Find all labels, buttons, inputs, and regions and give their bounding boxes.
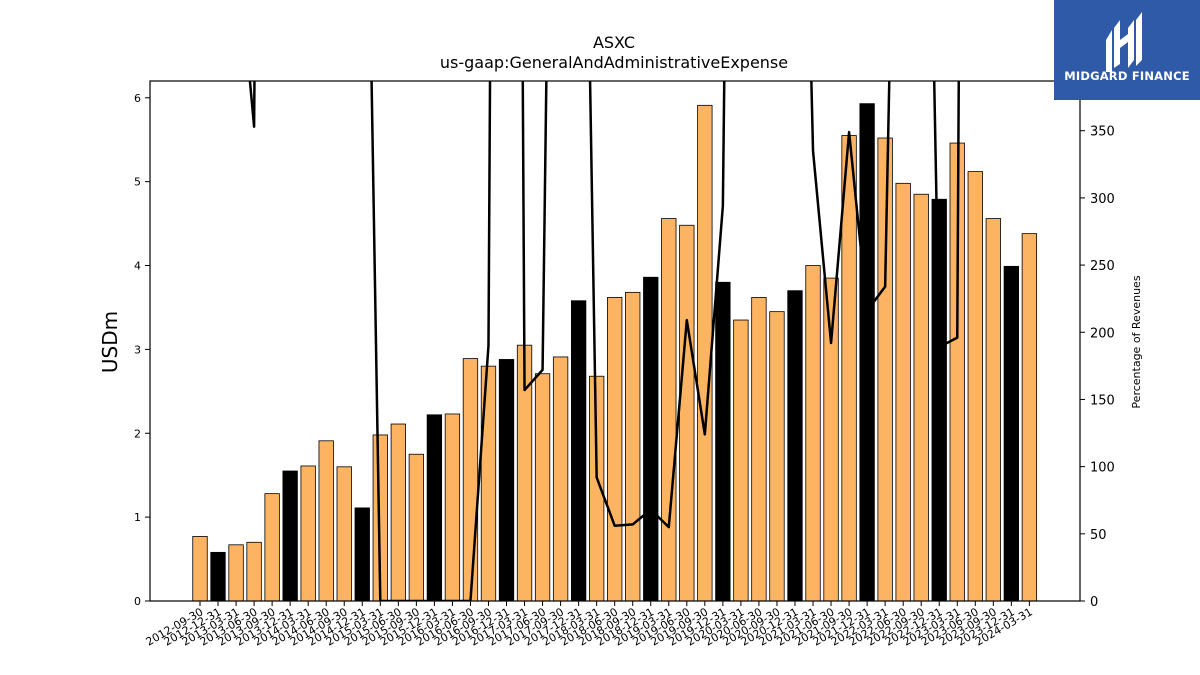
bar-2013-06-30: [246, 541, 262, 602]
y2-tick-label: 300: [1090, 192, 1115, 207]
percentage-line: [248, 81, 961, 601]
line-layer: [248, 81, 961, 601]
y2-tick-label: 0: [1090, 595, 1098, 610]
bar-2022-12-31: [931, 198, 947, 602]
bar-2020-03-31: [733, 319, 749, 602]
bar-2016-06-30: [462, 358, 479, 602]
bar-2022-09-30: [913, 193, 929, 602]
bar-2015-09-30: [408, 453, 425, 602]
bar-2021-12-31: [859, 103, 875, 602]
bar-2023-12-31: [1003, 265, 1019, 602]
bar-2019-12-31: [715, 281, 731, 602]
bar-2017-06-30: [534, 373, 551, 602]
bar-2024-03-31: [1021, 233, 1038, 602]
y2-axis-ticks: 0 50 100 150 200 250 300 350: [1080, 125, 1115, 610]
x-axis-ticks: 2012-09-302012-12-312013-03-312013-06-30…: [144, 601, 1035, 649]
bar-2017-09-30: [552, 356, 569, 602]
bar-2023-06-30: [967, 171, 983, 602]
bar-2016-12-31: [498, 359, 515, 602]
bar-2013-09-30: [264, 493, 280, 602]
bar-2022-03-31: [877, 137, 893, 602]
y-tick-label: 5: [134, 176, 141, 189]
y2-tick-label: 250: [1090, 259, 1115, 274]
chart-title: ASXC: [593, 33, 635, 52]
y-tick-label: 6: [134, 92, 141, 105]
y-axis-label: USDm: [98, 311, 122, 373]
y-tick-label: 2: [134, 427, 141, 440]
y2-tick-label: 200: [1090, 326, 1115, 341]
bar-2019-03-31: [661, 218, 677, 602]
bar-2018-09-30: [625, 291, 641, 602]
bar-2019-06-30: [679, 224, 695, 602]
bar-2020-12-31: [787, 290, 803, 602]
y-tick-label: 1: [134, 511, 141, 524]
y2-tick-label: 150: [1090, 393, 1115, 408]
y-axis-ticks: 0 1 2 3 4 5 6: [134, 92, 150, 608]
bar-2015-12-31: [426, 414, 443, 602]
chart-subtitle: us-gaap:GeneralAndAdministrativeExpense: [440, 53, 788, 72]
bar-2019-09-30: [697, 104, 713, 602]
bar-2021-06-30: [823, 277, 839, 602]
bar-2020-06-30: [751, 296, 767, 602]
bar-2012-12-31: [210, 551, 226, 602]
y-tick-label: 3: [134, 343, 141, 356]
bar-2016-03-31: [444, 413, 461, 602]
bar-2022-06-30: [895, 182, 911, 602]
brand-logo: MIDGARD FINANCE: [1054, 0, 1200, 100]
bar-2015-06-30: [390, 423, 406, 602]
bar-2012-09-30: [192, 536, 208, 602]
bar-2021-03-31: [805, 265, 821, 602]
y-tick-label: 0: [134, 595, 141, 608]
bar-2014-06-30: [318, 440, 334, 602]
bar-2013-12-31: [282, 470, 298, 602]
y2-tick-label: 50: [1090, 528, 1107, 543]
y2-tick-label: 100: [1090, 461, 1115, 476]
logo-mark-icon: [1106, 12, 1142, 72]
bar-2017-12-31: [570, 300, 587, 602]
y2-tick-label: 350: [1090, 125, 1115, 140]
bar-2020-09-30: [769, 311, 785, 602]
bar-2023-09-30: [985, 218, 1001, 602]
bar-2018-12-31: [643, 276, 659, 602]
y-tick-label: 4: [134, 260, 141, 273]
bar-2014-03-31: [300, 465, 316, 602]
y2-axis-label: Percentage of Revenues: [1130, 275, 1143, 408]
bar-2013-03-31: [228, 544, 244, 602]
bar-2018-06-30: [607, 296, 623, 602]
bar-2014-12-31: [354, 507, 370, 602]
logo-text: MIDGARD FINANCE: [1064, 69, 1190, 83]
bar-2014-09-30: [336, 466, 352, 602]
